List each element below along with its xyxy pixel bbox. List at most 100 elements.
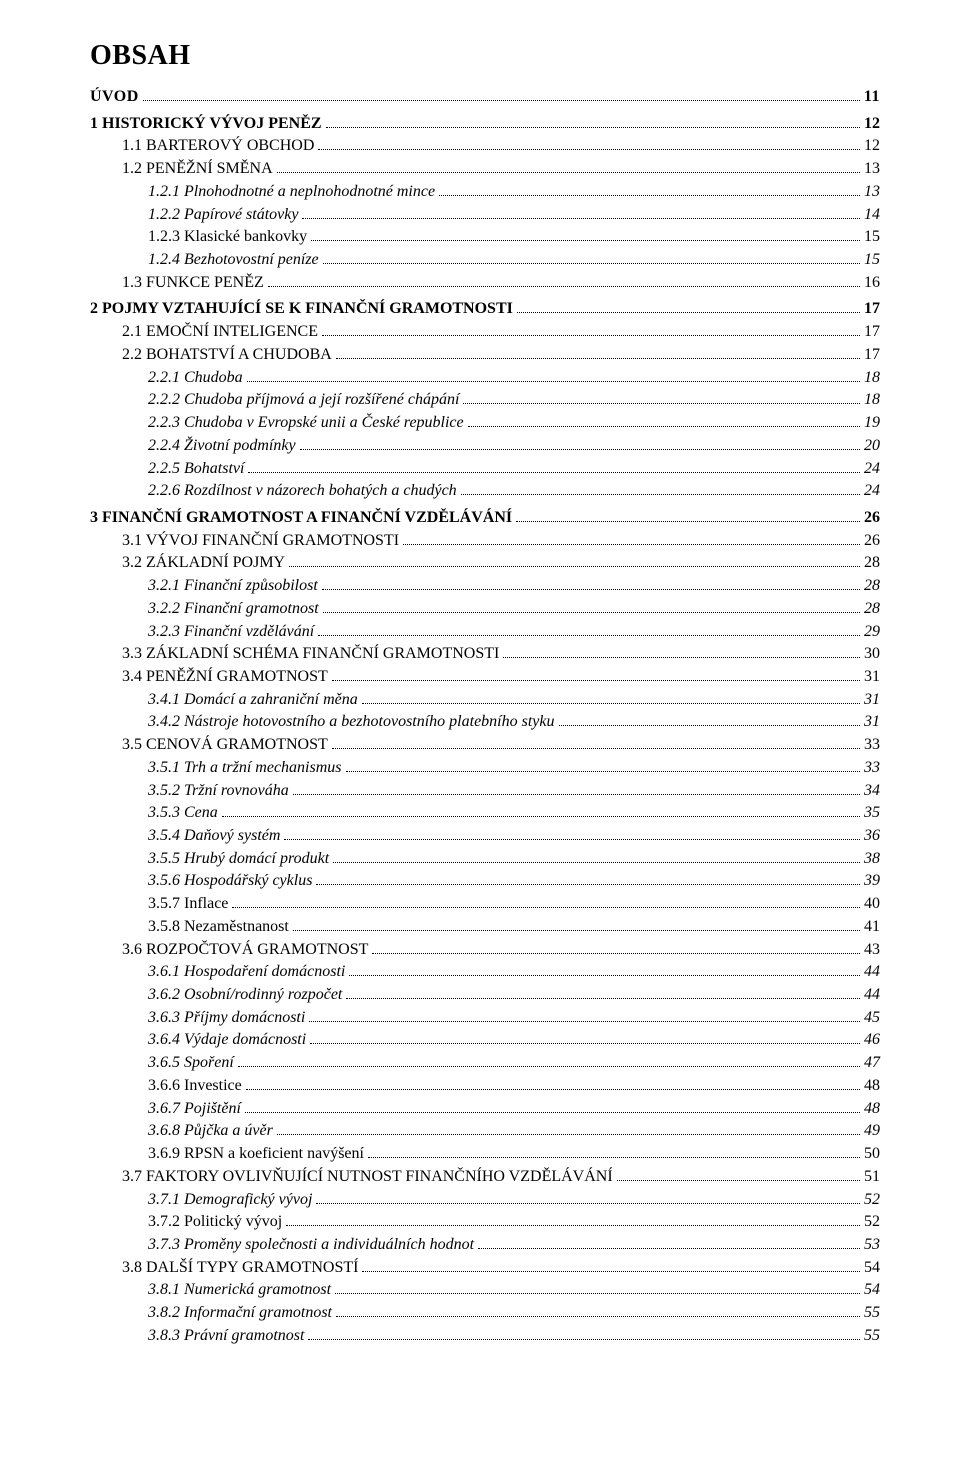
toc-leader-dots [439, 195, 860, 196]
toc-entry: 3.8.2 Informační gramotnost55 [90, 1302, 880, 1325]
toc-entry-label: 3.8 DALŠÍ TYPY GRAMOTNOSTÍ [122, 1257, 358, 1280]
toc-entry-page: 33 [864, 734, 880, 757]
toc-entry: 3.5.6 Hospodářský cyklus 39 [90, 870, 880, 893]
toc-entry: 3.6.3 Příjmy domácnosti45 [90, 1007, 880, 1030]
toc-leader-dots [517, 312, 860, 313]
toc-entry: 3.5.7 Inflace40 [90, 893, 880, 916]
toc-entry-page: 20 [864, 435, 880, 458]
toc-entry-page: 24 [864, 458, 880, 481]
toc-entry-label: 3.5.3 Cena [148, 802, 218, 825]
toc-entry-label: 3.6.1 Hospodaření domácnosti [148, 961, 345, 984]
toc-entry: 3.5.2 Tržní rovnováha34 [90, 780, 880, 803]
toc-entry-label: 3 FINANČNÍ GRAMOTNOST A FINANČNÍ VZDĚLÁV… [90, 507, 512, 530]
toc-entry: 3.6.5 Spoření 47 [90, 1052, 880, 1075]
toc-entry: 3.2 ZÁKLADNÍ POJMY28 [90, 552, 880, 575]
toc-entry-page: 54 [864, 1257, 880, 1280]
toc-entry: 3.6.1 Hospodaření domácnosti 44 [90, 961, 880, 984]
toc-entry-page: 50 [864, 1143, 880, 1166]
toc-entry-page: 44 [864, 961, 880, 984]
toc-entry-page: 55 [864, 1302, 880, 1325]
toc-entry-label: 3.5.4 Daňový systém [148, 825, 280, 848]
toc-entry-label: 3.5 CENOVÁ GRAMOTNOST [122, 734, 328, 757]
toc-entry: 1.2.3 Klasické bankovky15 [90, 226, 880, 249]
toc-entry: 3.2.1 Finanční způsobilost28 [90, 575, 880, 598]
toc-entry: 3.6.8 Půjčka a úvěr49 [90, 1120, 880, 1143]
toc-entry: 2.2.3 Chudoba v Evropské unii a České re… [90, 412, 880, 435]
toc-leader-dots [362, 703, 860, 704]
toc-leader-dots [293, 930, 860, 931]
toc-leader-dots [310, 1043, 860, 1044]
toc-entry: 2.1 EMOČNÍ INTELIGENCE17 [90, 321, 880, 344]
toc-entry-page: 13 [864, 158, 880, 181]
toc-entry-label: 3.6.5 Spoření [148, 1052, 234, 1075]
toc-entry-label: 3.2 ZÁKLADNÍ POJMY [122, 552, 285, 575]
toc-entry-label: 1.3 FUNKCE PENĚZ [122, 272, 264, 295]
toc-leader-dots [222, 816, 860, 817]
toc-entry: 3 FINANČNÍ GRAMOTNOST A FINANČNÍ VZDĚLÁV… [90, 507, 880, 530]
toc-entry: 3.6 ROZPOČTOVÁ GRAMOTNOST43 [90, 939, 880, 962]
toc-entry-page: 47 [864, 1052, 880, 1075]
page: OBSAH ÚVOD111 HISTORICKÝ VÝVOJ PENĚZ121.… [0, 0, 960, 1474]
toc-entry: 3.5 CENOVÁ GRAMOTNOST 33 [90, 734, 880, 757]
toc-entry: 3.1 VÝVOJ FINANČNÍ GRAMOTNOSTI26 [90, 530, 880, 553]
toc-entry: 1.2 PENĚŽNÍ SMĚNA 13 [90, 158, 880, 181]
toc-entry-label: 3.2.2 Finanční gramotnost [148, 598, 319, 621]
toc-entry-page: 13 [864, 181, 880, 204]
toc-leader-dots [277, 1134, 860, 1135]
toc-entry-label: 3.4 PENĚŽNÍ GRAMOTNOST [122, 666, 328, 689]
toc-entry: 3.5.1 Trh a tržní mechanismus33 [90, 757, 880, 780]
toc-entry: 3.2.3 Finanční vzdělávání 29 [90, 621, 880, 644]
toc-leader-dots [238, 1066, 860, 1067]
toc-entry-label: 3.7.3 Proměny společnosti a individuální… [148, 1234, 474, 1257]
toc-entry-label: 2.2.5 Bohatství [148, 458, 244, 481]
toc-entry-label: 3.2.3 Finanční vzdělávání [148, 621, 314, 644]
toc-entry-label: 3.6.3 Příjmy domácnosti [148, 1007, 305, 1030]
toc-leader-dots [248, 472, 860, 473]
toc-entry-page: 12 [864, 135, 880, 158]
toc-entry-page: 11 [864, 86, 880, 109]
toc-leader-dots [503, 657, 860, 658]
toc-entry-page: 28 [864, 598, 880, 621]
toc-leader-dots [302, 218, 860, 219]
toc-entry-page: 55 [864, 1325, 880, 1348]
toc-entry-label: 1.2.1 Plnohodnotné a neplnohodnotné minc… [148, 181, 435, 204]
toc-entry-label: 3.7 FAKTORY OVLIVŇUJÍCÍ NUTNOST FINANČNÍ… [122, 1166, 613, 1189]
toc-entry: 3.5.8 Nezaměstnanost41 [90, 916, 880, 939]
toc-entry-page: 49 [864, 1120, 880, 1143]
toc-entry-page: 17 [864, 298, 880, 321]
toc-leader-dots [362, 1271, 860, 1272]
toc-entry-page: 26 [864, 507, 880, 530]
toc-entry-page: 19 [864, 412, 880, 435]
toc-leader-dots [293, 794, 860, 795]
toc-entry-label: 2.2.2 Chudoba příjmová a její rozšířené … [148, 389, 459, 412]
toc-entry-label: 3.5.6 Hospodářský cyklus [148, 870, 312, 893]
toc-entry-page: 18 [864, 389, 880, 412]
toc-entry-page: 41 [864, 916, 880, 939]
toc-entry-label: 3.6.9 RPSN a koeficient navýšení [148, 1143, 364, 1166]
toc-entry-label: 2.2.3 Chudoba v Evropské unii a České re… [148, 412, 464, 435]
toc-entry: 1.2.4 Bezhotovostní peníze15 [90, 249, 880, 272]
toc-entry-page: 46 [864, 1029, 880, 1052]
toc-entry-page: 39 [864, 870, 880, 893]
toc-entry: 3.8 DALŠÍ TYPY GRAMOTNOSTÍ 54 [90, 1257, 880, 1280]
toc-leader-dots [318, 149, 860, 150]
toc-entry-page: 29 [864, 621, 880, 644]
toc-entry-label: 3.4.1 Domácí a zahraniční měna [148, 689, 358, 712]
toc-entry-page: 15 [864, 226, 880, 249]
toc-entry: 3.7 FAKTORY OVLIVŇUJÍCÍ NUTNOST FINANČNÍ… [90, 1166, 880, 1189]
toc-leader-dots [403, 544, 860, 545]
toc-entry: 3.5.5 Hrubý domácí produkt38 [90, 848, 880, 871]
toc-entry: 3.8.3 Právní gramotnost 55 [90, 1325, 880, 1348]
toc-leader-dots [232, 907, 860, 908]
toc-entry-label: 3.8.3 Právní gramotnost [148, 1325, 304, 1348]
toc-entry: 3.8.1 Numerická gramotnost54 [90, 1279, 880, 1302]
toc-leader-dots [311, 240, 860, 241]
toc-entry: 2.2.2 Chudoba příjmová a její rozšířené … [90, 389, 880, 412]
toc-entry-page: 31 [864, 711, 880, 734]
toc-entry-label: 1.2 PENĚŽNÍ SMĚNA [122, 158, 273, 181]
toc-entry-label: 2 POJMY VZTAHUJÍCÍ SE K FINANČNÍ GRAMOTN… [90, 298, 513, 321]
toc-entry-label: 3.6.7 Pojištění [148, 1098, 241, 1121]
toc-entry: 2.2.4 Životní podmínky20 [90, 435, 880, 458]
toc-entry-label: 3.6.6 Investice [148, 1075, 242, 1098]
toc-entry-label: 2.1 EMOČNÍ INTELIGENCE [122, 321, 318, 344]
